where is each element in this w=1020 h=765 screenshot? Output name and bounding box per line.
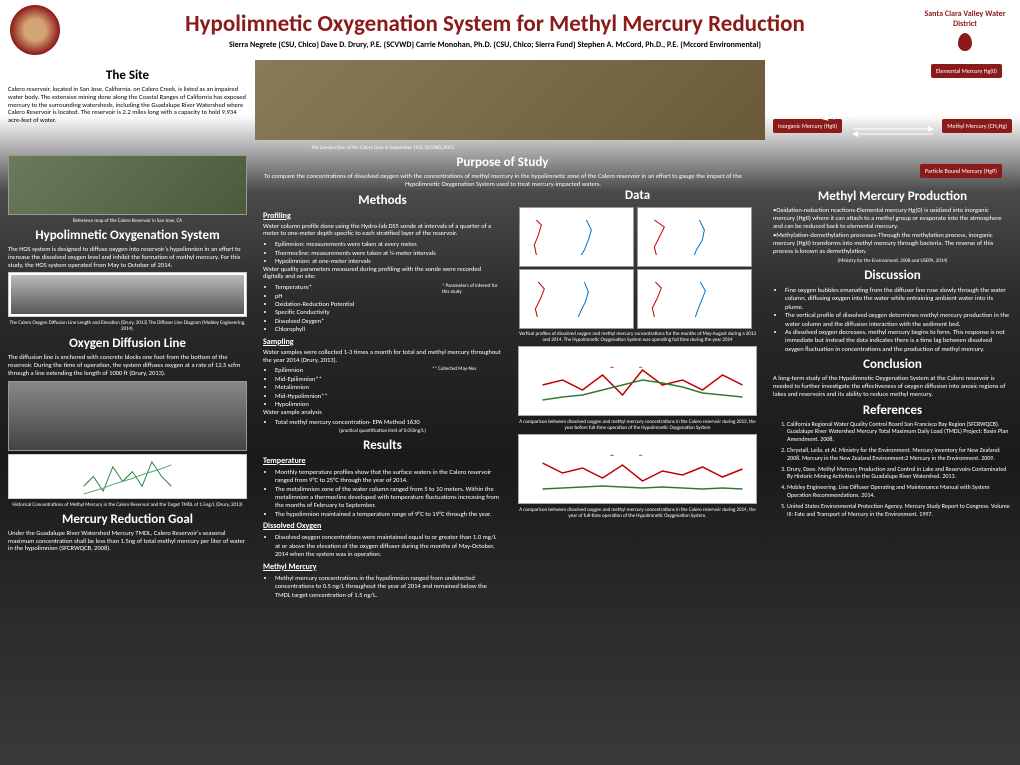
caption-2014: A comparison between dissolved oxygen an… <box>518 507 757 519</box>
production-cite: (Ministry for the Environment, 2008 and … <box>773 258 1012 264</box>
params-text: Water quality parameters measured during… <box>263 266 502 282</box>
reference-map <box>8 155 247 215</box>
historical-chart <box>8 454 247 499</box>
hos-section: Reference map of the Calero Reservoir in… <box>8 155 247 553</box>
university-seal <box>10 5 60 55</box>
list-item: Mid-Hypolimnion** <box>275 392 432 400</box>
temp-list: Monthly temperature profiles show that t… <box>263 468 502 519</box>
list-item: Mid-Epilimnion** <box>275 375 432 383</box>
list-item: Dissolved Oxygen* <box>275 317 442 325</box>
reference-item: California Regional Water Quality Contro… <box>787 421 1012 444</box>
temp-heading: Temperature <box>263 456 502 466</box>
purpose-text: To compare the concentrations of dissolv… <box>263 173 743 189</box>
list-item: Monthly temperature profiles show that t… <box>275 468 502 485</box>
list-item: Methyl mercury concentrations in the hyp… <box>275 574 502 599</box>
list-item: Dissolved oxygen concentrations were mai… <box>275 533 502 558</box>
chart-july: Calero Reservoir July 2013-'14 <box>519 269 634 329</box>
results-heading: Results <box>263 438 502 453</box>
hos-caption: The Calero Oxygen Diffusion Line Length … <box>8 320 247 332</box>
profile-caption: Vertical profiles of dissolved oxygen an… <box>518 331 757 343</box>
mercury-cycle-diagram: Elemental Mercury Hg(0) Inorganic Mercur… <box>773 64 1012 164</box>
params-list: Temperature* pH Oxidation-Reduction Pote… <box>263 283 442 334</box>
params-note: * Parameters of interest for this study <box>442 283 502 332</box>
sampling-heading: Sampling <box>263 337 502 347</box>
particle-box: Particle Bound Mercury (HgP) <box>920 164 1002 178</box>
profiling-text: Water column profile done using the Hydr… <box>263 223 502 239</box>
list-item: Fine oxygen bubbles emanating from the d… <box>785 286 1012 311</box>
list-item: As dissolved oxygen decreases, methyl me… <box>785 328 1012 353</box>
site-heading: The Site <box>8 68 247 83</box>
samples-note: ** Collected May-Nov <box>432 366 502 406</box>
chart-august: Calero Reservoir August 2013-'14 <box>637 269 752 329</box>
conclusion-text: A long-term study of the Hypolimnetic Ox… <box>773 375 1012 398</box>
list-item: The metalimnion zone of the water column… <box>275 485 502 510</box>
list-item: Temperature* <box>275 283 442 291</box>
references-list: California Regional Water Quality Contro… <box>773 421 1012 519</box>
layers-list: Epilimnion: measurements were taken at e… <box>263 240 502 265</box>
list-item: pH <box>275 292 442 300</box>
hos-text: The HOS system is designed to diffuse ox… <box>8 246 247 269</box>
reference-item: Drury, Dave. Methyl Mercury Production a… <box>787 466 1012 482</box>
list-item: The vertical profile of dissolved oxygen… <box>785 311 1012 328</box>
historical-caption: Historical Concentrations of Methyl Merc… <box>8 502 247 508</box>
diffuser-diagram <box>8 272 247 317</box>
map-caption: Reference map of the Calero Reservoir in… <box>8 218 247 224</box>
data-heading: Data <box>518 188 757 203</box>
mehg-heading: Methyl Mercury <box>263 562 502 572</box>
inorganic-box: Inorganic Mercury (HgII) <box>773 119 842 133</box>
purpose-heading: Purpose of Study <box>383 155 622 170</box>
profiling-heading: Profiling <box>263 211 502 221</box>
discussion-heading: Discussion <box>773 268 1012 283</box>
comparison-2014: Calero Reservoir 2014 Dissolved Oxygen a… <box>518 434 757 504</box>
list-item: Metalimnion <box>275 383 432 391</box>
conclusion-heading: Conclusion <box>773 357 1012 372</box>
hos-heading: Hypolimnetic Oxygenation System <box>8 228 247 243</box>
methyl-box: Methyl Mercury (CH₃Hg) <box>942 119 1012 133</box>
list-item: Epilimnion <box>275 366 432 374</box>
goal-heading: Mercury Reduction Goal <box>8 512 247 527</box>
poster-header: Hypolimnetic Oxygenation System for Meth… <box>0 0 1020 60</box>
analysis-note: (practical quantification limit of 0.050… <box>263 428 502 434</box>
list-item: Epilimnion: measurements were taken at e… <box>275 240 502 248</box>
discussion-list: Fine oxygen bubbles emanating from the d… <box>773 286 1012 354</box>
list-item: Chlorophyll <box>275 325 442 333</box>
water-drop-icon <box>958 33 972 51</box>
odl-text: The diffusion line is anchored with conc… <box>8 354 247 377</box>
site-section: The Site Calero reservoir, located in Sa… <box>8 68 247 125</box>
analysis-heading: Water sample analysis <box>263 409 502 417</box>
reference-item: United States Environmental Protection A… <box>787 503 1012 519</box>
diffuser-photo <box>8 381 247 451</box>
list-item: Specific Conductivity <box>275 308 442 316</box>
list-item: The hypolimnion maintained a temperature… <box>275 510 502 518</box>
list-item: Oxidation-Reduction Potential <box>275 300 442 308</box>
do-heading: Dissolved Oxygen <box>263 521 502 531</box>
production-heading: Methyl Mercury Production <box>773 189 1012 204</box>
profile-charts: Calero Reservoir May 2013-'14 Calero Res… <box>518 206 757 330</box>
analysis-item: Total methyl mercury concentration- EPA … <box>275 418 502 426</box>
dam-caption: The Construction of the Calero Dam in Se… <box>263 145 502 151</box>
poster-authors: Sierra Negrete {CSU, Chico} Dave D. Drur… <box>70 40 920 50</box>
comparison-2013: Calero Reservoir 2013 Dissolved Oxygen a… <box>518 346 757 416</box>
district-label: Santa Clara Valley Water District <box>920 9 1010 29</box>
list-item: Thermocline: measurements were taken at … <box>275 249 502 257</box>
reference-item: Mobley Engineering. Line Diffuser Operat… <box>787 484 1012 500</box>
production-p2: •Methylation-demethylation processes-Thr… <box>773 232 1012 255</box>
caption-2013: A comparison between dissolved oxygen an… <box>518 419 757 431</box>
production-p1: •Oxidation-reduction reactions-Elemental… <box>773 207 1012 230</box>
methods-heading: Methods <box>263 193 502 208</box>
goal-text: Under the Guadalupe River Watershed Merc… <box>8 530 247 553</box>
references-heading: References <box>773 403 1012 418</box>
poster-title: Hypolimnetic Oxygenation System for Meth… <box>70 10 920 38</box>
site-text: Calero reservoir, located in San Jose, C… <box>8 86 247 125</box>
chart-june: Calero Reservoir June 2013-'14 <box>637 207 752 267</box>
reference-item: Chrystall, Leila. et Al. Ministry for th… <box>787 447 1012 463</box>
odl-heading: Oxygen Diffusion Line <box>8 336 247 351</box>
elemental-box: Elemental Mercury Hg(0) <box>931 64 1002 78</box>
samples-list: Epilimnion Mid-Epilimnion** Metalimnion … <box>263 366 432 408</box>
sampling-text: Water samples were collected 1-3 times a… <box>263 349 502 365</box>
chart-may: Calero Reservoir May 2013-'14 <box>519 207 634 267</box>
